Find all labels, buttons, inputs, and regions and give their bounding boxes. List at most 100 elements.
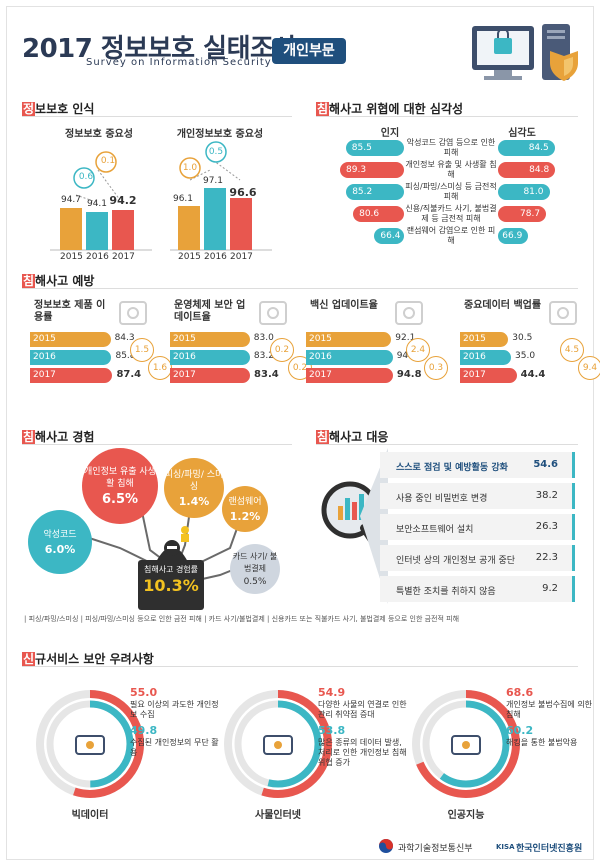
threat-row-label: 랜섬웨어 감염으로 인한 피해 bbox=[406, 226, 496, 245]
threat-section-title: 침해사고 위협에 대한 심각성 bbox=[316, 100, 463, 117]
section-title-rest: 해사고 경험 bbox=[35, 430, 95, 444]
top-value: 68.6 bbox=[506, 686, 534, 699]
bar-2017 bbox=[230, 198, 252, 250]
change-badge: 1.5 bbox=[130, 338, 154, 362]
change-badge: 0.2 bbox=[270, 338, 294, 362]
prevention-bar bbox=[460, 368, 517, 383]
gear-icon bbox=[119, 301, 147, 325]
prevention-value: 44.4 bbox=[520, 369, 546, 380]
bubble-malware: 악성코드 6.0% bbox=[28, 510, 92, 574]
bubble-ransomware: 랜섬웨어 1.2% bbox=[222, 486, 268, 532]
right-header: 심각도 bbox=[508, 128, 536, 139]
response-row: 스스로 점검 및 예방활동 강화 54.6 bbox=[380, 452, 575, 478]
threat-row-label: 악성코드 감염 등으로 인한 피해 bbox=[406, 138, 496, 157]
page-title: 2017 정보보호 실태조사 bbox=[22, 34, 297, 64]
response-row: 인터넷 상의 개인정보 공개 중단 22.3 bbox=[380, 545, 575, 571]
section-title-rest: 해사고 대응 bbox=[329, 430, 389, 444]
response-value: 9.2 bbox=[542, 583, 558, 594]
response-label: 인터넷 상의 개인정보 공개 중단 bbox=[396, 556, 516, 566]
change-badge bbox=[73, 167, 95, 189]
threat-awareness-bar: 85.5 bbox=[345, 140, 404, 156]
change-badge: 4.5 bbox=[560, 338, 584, 362]
change-value: 0.1 bbox=[100, 156, 116, 166]
experience-rate-value: 10.3% bbox=[143, 576, 199, 595]
bar-value: 96.1 bbox=[172, 194, 194, 204]
newservice-section-title: 신규서비스 보안 우려사항 bbox=[22, 650, 154, 667]
bar-2017 bbox=[112, 210, 134, 250]
change-badge: 2.4 bbox=[406, 338, 430, 362]
prevention-section-title: 침해사고 예방 bbox=[22, 272, 94, 289]
bar-2015 bbox=[60, 208, 82, 250]
bar-value: 94.7 bbox=[60, 195, 82, 205]
service-name: 인공지능 bbox=[447, 810, 485, 821]
prevention-bar bbox=[306, 350, 393, 365]
checklist-icon bbox=[395, 301, 423, 325]
year-label: 2017 bbox=[230, 252, 253, 262]
top-label: 개인정보 불법수집에 의한 침해 bbox=[506, 700, 593, 719]
section-title-rest: 규서비스 보안 우려사항 bbox=[35, 652, 154, 666]
response-value: 54.6 bbox=[533, 459, 558, 470]
threat-awareness-bar: 85.2 bbox=[346, 184, 404, 200]
top-label: 필요 이상의 과도한 개인정보 수집 bbox=[130, 700, 219, 719]
change-badge: 1.6 bbox=[148, 356, 172, 380]
response-label: 스스로 점검 및 예방활동 강화 bbox=[396, 463, 508, 473]
prevention-year: 2017 bbox=[463, 370, 486, 380]
change-badge bbox=[205, 141, 227, 163]
bottom-value: 53.8 bbox=[318, 724, 346, 737]
kisa-mark: KISA bbox=[496, 843, 515, 851]
prevention-value: 35.0 bbox=[515, 351, 536, 361]
change-badge bbox=[95, 151, 117, 173]
backup-icon bbox=[549, 301, 577, 325]
prevention-bar bbox=[306, 332, 392, 347]
section-title-rest: 해사고 예방 bbox=[35, 274, 95, 288]
left-header: 인지 bbox=[380, 128, 400, 139]
bar-2016 bbox=[86, 212, 108, 250]
threat-awareness-bar: 66.4 bbox=[374, 228, 404, 244]
prevention-value: 83.4 bbox=[254, 369, 279, 380]
section-title-first-char: 침 bbox=[22, 430, 36, 444]
prevention-value: 30.5 bbox=[512, 333, 533, 343]
section-title-first-char: 침 bbox=[22, 274, 36, 288]
threat-severity-bar: 84.8 bbox=[498, 162, 556, 178]
prevention-bar bbox=[30, 350, 112, 365]
prevention-value: 92.1 bbox=[395, 333, 416, 343]
prevention-bar bbox=[170, 350, 250, 365]
prevention-year: 2016 bbox=[463, 352, 486, 362]
section-title-rest: 보보호 인식 bbox=[35, 102, 95, 116]
prevention-bar bbox=[460, 350, 511, 365]
bottom-value: 49.8 bbox=[130, 724, 158, 737]
bubble-phishing: 피싱/파밍/ 스미싱 1.4% bbox=[164, 458, 224, 518]
prevention-year: 2015 bbox=[33, 334, 56, 344]
prevention-year: 2016 bbox=[33, 352, 56, 362]
prevention-group-title: 정보보호 제품 이용률 bbox=[34, 300, 106, 323]
response-value: 38.2 bbox=[535, 490, 558, 501]
prevention-year: 2015 bbox=[463, 334, 486, 344]
bubble-privacy: 개인정보 유출 사생활 침해 6.5% bbox=[82, 448, 158, 524]
prevention-value: 94.8 bbox=[396, 369, 422, 380]
prevention-year: 2016 bbox=[309, 352, 332, 362]
service-name: 사물인터넷 bbox=[255, 810, 301, 821]
prevention-value: 85.8 bbox=[115, 351, 136, 361]
prevention-group-title: 중요데이터 백업률 bbox=[464, 300, 542, 311]
prevention-year: 2015 bbox=[173, 334, 196, 344]
threat-row-label: 신용/직불카드 사기, 불법결제 등 금전적 피해 bbox=[405, 204, 497, 223]
page-frame bbox=[6, 6, 594, 860]
prevention-bar bbox=[306, 368, 393, 383]
bubble-card-fraud: 카드 사기/ 불법결제 0.5% bbox=[230, 544, 280, 594]
prevention-value: 83.2 bbox=[253, 351, 274, 361]
prevention-year: 2017 bbox=[33, 370, 56, 380]
prevention-value: 83.0 bbox=[253, 333, 274, 343]
response-label: 특별한 조치를 취하지 않음 bbox=[396, 587, 496, 597]
computer-shield-icon bbox=[472, 24, 578, 81]
threat-severity-bar: 78.7 bbox=[498, 206, 547, 222]
bar-2016 bbox=[204, 188, 226, 250]
awareness-chart-1 bbox=[50, 151, 152, 251]
top-value: 55.0 bbox=[130, 686, 158, 699]
experience-rate-label: 침해사고 경험률 bbox=[143, 565, 199, 574]
prevention-year: 2017 bbox=[309, 370, 332, 380]
donut-1 bbox=[224, 690, 332, 798]
change-badge bbox=[179, 157, 201, 179]
response-row: 특별한 조치를 취하지 않음 9.2 bbox=[380, 576, 575, 602]
section-title-first-char: 침 bbox=[316, 102, 330, 116]
bottom-label: 많은 종류의 데이터 발생, 처리로 인한 개인정보 침해 위협 증가 bbox=[318, 738, 407, 767]
